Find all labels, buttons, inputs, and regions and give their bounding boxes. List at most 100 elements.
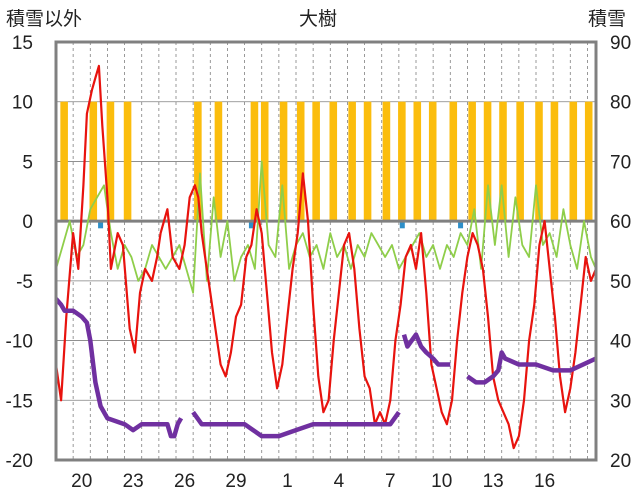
sunshine-bar bbox=[550, 101, 556, 222]
chart-title: 大樹 bbox=[298, 9, 338, 30]
left-axis-title: 積雪以外 bbox=[6, 9, 83, 30]
left-tick-label: 15 bbox=[12, 33, 33, 54]
snow_depth-line bbox=[54, 297, 184, 439]
temperature-line bbox=[54, 64, 598, 450]
x-tick-label: 26 bbox=[174, 471, 195, 492]
x-tick-label: 29 bbox=[225, 471, 246, 492]
precipitation-bar bbox=[399, 221, 405, 229]
sunshine-bar bbox=[106, 101, 112, 222]
sunshine-bar bbox=[428, 101, 434, 222]
sunshine-bar bbox=[279, 101, 285, 222]
sunshine-bar bbox=[363, 101, 369, 222]
right-axis-title: 積雪 bbox=[587, 9, 626, 30]
sunshine-bar bbox=[350, 101, 356, 222]
sunshine-bar bbox=[312, 101, 318, 222]
sunshine-bar bbox=[587, 101, 593, 222]
left-tick-label: -20 bbox=[6, 451, 33, 472]
sunshine-bar bbox=[109, 101, 115, 222]
x-tick-label: 10 bbox=[431, 471, 452, 492]
sunshine-bar bbox=[260, 101, 266, 222]
x-tick-label: 23 bbox=[123, 471, 144, 492]
precipitation-bars bbox=[98, 221, 464, 229]
sunshine-bar bbox=[584, 101, 590, 222]
x-tick-label: 16 bbox=[534, 471, 555, 492]
right-tick-label: 40 bbox=[610, 332, 631, 353]
right-tick-label: 20 bbox=[610, 451, 631, 472]
sunshine-bar bbox=[217, 101, 223, 222]
sunshine-bar bbox=[194, 101, 200, 222]
sunshine-bar bbox=[516, 101, 522, 222]
x-tick-label: 4 bbox=[334, 471, 345, 492]
sunshine-bar bbox=[253, 101, 259, 222]
sunshine-bar bbox=[366, 101, 372, 222]
sunshine-bar bbox=[214, 101, 220, 222]
sunshine-bar bbox=[518, 101, 524, 222]
sunshine-bar bbox=[535, 101, 541, 222]
right-tick-label: 30 bbox=[610, 391, 631, 412]
plot-frame bbox=[54, 40, 598, 462]
sunshine-bar bbox=[196, 101, 202, 222]
sunshine-bar bbox=[89, 101, 95, 222]
left-tick-label: -10 bbox=[6, 332, 33, 353]
snow_depth-line bbox=[466, 350, 597, 385]
sunshine-bar bbox=[62, 101, 68, 222]
left-tick-label: 0 bbox=[22, 212, 33, 233]
sunshine-bar bbox=[126, 101, 132, 222]
snow_depth-line bbox=[401, 332, 451, 367]
left-tick-label: 5 bbox=[22, 152, 33, 173]
right-tick-label: 80 bbox=[610, 93, 631, 114]
sunshine-bar bbox=[413, 101, 419, 222]
sunshine-bar bbox=[483, 101, 489, 222]
sunshine-bar bbox=[569, 101, 575, 222]
x-tick-label: 13 bbox=[483, 471, 504, 492]
left-tick-label: -5 bbox=[16, 272, 33, 293]
wind-line bbox=[55, 160, 597, 294]
sunshine-bar bbox=[250, 101, 256, 222]
sunshine-bar bbox=[296, 101, 302, 222]
sunshine-bar bbox=[398, 101, 404, 222]
right-tick-label: 60 bbox=[610, 212, 631, 233]
right-tick-label: 70 bbox=[610, 152, 631, 173]
left-axis-ticks: 15 10 5 0 -5 -10 -15 -20 bbox=[6, 33, 33, 472]
sunshine-bar bbox=[92, 101, 98, 222]
sunshine-bar bbox=[385, 101, 391, 222]
left-tick-label: 10 bbox=[12, 93, 33, 114]
x-tick-label: 20 bbox=[71, 471, 92, 492]
sunshine-bar bbox=[282, 101, 288, 222]
right-axis-ticks: 90 80 70 60 50 40 30 20 bbox=[610, 33, 631, 472]
sunshine-bar bbox=[382, 101, 388, 222]
sunshine-bars bbox=[60, 101, 593, 222]
sunshine-bar bbox=[449, 101, 455, 222]
sunshine-bar bbox=[123, 101, 129, 222]
right-tick-label: 50 bbox=[610, 272, 631, 293]
sunshine-bar bbox=[314, 101, 320, 222]
x-tick-label: 1 bbox=[282, 471, 293, 492]
sunshine-bar bbox=[431, 101, 437, 222]
right-tick-label: 90 bbox=[610, 33, 631, 54]
sunshine-bar bbox=[332, 101, 338, 222]
sunshine-bar bbox=[470, 101, 476, 222]
sunshine-bar bbox=[468, 101, 474, 222]
precipitation-bar bbox=[248, 221, 254, 229]
sunshine-bar bbox=[452, 101, 458, 222]
precipitation-bar bbox=[98, 221, 104, 229]
x-tick-label: 7 bbox=[385, 471, 396, 492]
sunshine-bar bbox=[329, 101, 335, 222]
sunshine-bar bbox=[60, 101, 66, 222]
sunshine-bar bbox=[299, 101, 305, 222]
sunshine-bar bbox=[501, 101, 507, 222]
sunshine-bar bbox=[572, 101, 578, 222]
plot-border bbox=[54, 40, 598, 462]
sunshine-bar bbox=[263, 101, 269, 222]
series-lines bbox=[54, 64, 598, 450]
left-tick-label: -15 bbox=[6, 391, 33, 412]
sunshine-bar bbox=[400, 101, 406, 222]
x-axis-ticks: 20 23 26 29 1 4 7 10 13 16 bbox=[71, 471, 555, 492]
sunshine-bar bbox=[486, 101, 492, 222]
sunshine-bar bbox=[553, 101, 559, 222]
sunshine-bar bbox=[537, 101, 543, 222]
snow_depth-line bbox=[191, 410, 401, 439]
sunshine-bar bbox=[416, 101, 422, 222]
sunshine-bar bbox=[348, 101, 354, 222]
